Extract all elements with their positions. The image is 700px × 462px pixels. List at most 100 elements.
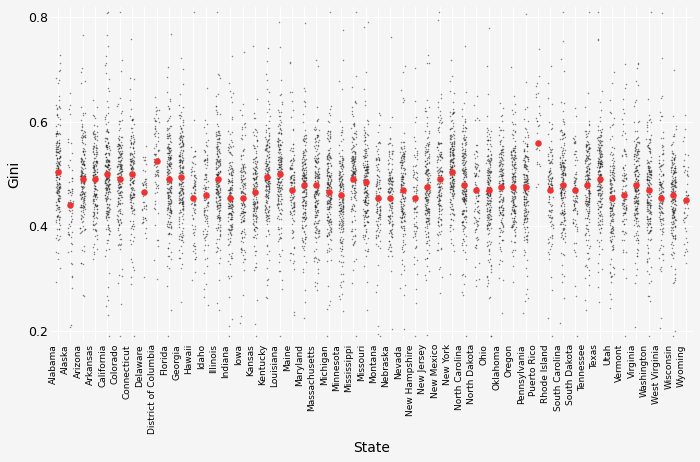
Point (91, 245, 102, 253)
Point (362, 207, 373, 214)
Point (103, 204, 114, 211)
Point (667, 133, 678, 140)
Point (508, 180, 519, 188)
Point (469, 159, 480, 167)
Point (596, 266, 608, 273)
Point (324, 182, 335, 189)
Point (336, 211, 347, 218)
Point (188, 228, 199, 236)
Point (494, 158, 505, 165)
Point (274, 148, 286, 156)
Point (336, 177, 347, 185)
Point (446, 161, 457, 169)
Point (482, 136, 493, 144)
Point (225, 194, 236, 201)
Point (100, 113, 111, 121)
Point (100, 166, 111, 173)
Point (141, 234, 152, 242)
Point (90, 200, 101, 207)
Point (88, 222, 99, 229)
Point (103, 172, 114, 179)
Point (148, 204, 160, 212)
Point (321, 184, 332, 191)
Point (617, 246, 628, 254)
Point (433, 182, 444, 190)
Point (288, 195, 299, 202)
Point (433, 228, 444, 236)
Point (91, 173, 102, 180)
Point (127, 186, 138, 194)
Point (164, 219, 175, 226)
Point (53, 197, 64, 205)
Point (444, 156, 455, 163)
Point (349, 142, 360, 150)
Point (629, 187, 641, 195)
Point (321, 159, 332, 166)
Point (54, 153, 65, 161)
Point (272, 129, 284, 136)
Point (520, 182, 531, 189)
Point (435, 201, 446, 209)
Point (506, 210, 517, 217)
Point (213, 127, 224, 134)
Point (188, 182, 199, 190)
Point (251, 193, 262, 201)
Point (125, 181, 136, 188)
Point (251, 197, 262, 204)
Point (395, 186, 407, 193)
Point (447, 167, 458, 175)
Point (360, 188, 372, 195)
Point (645, 215, 656, 223)
Point (546, 177, 557, 185)
Point (657, 210, 668, 217)
Point (199, 183, 210, 190)
Point (457, 157, 468, 164)
Point (457, 291, 468, 298)
Point (298, 201, 309, 208)
Point (632, 163, 643, 170)
Point (251, 153, 262, 160)
Point (654, 116, 666, 124)
Point (361, 164, 372, 171)
Point (362, 191, 373, 199)
Point (398, 97, 409, 104)
Point (374, 204, 386, 211)
Point (78, 147, 89, 155)
Point (483, 186, 494, 194)
Point (234, 184, 246, 192)
Point (483, 157, 494, 164)
Point (214, 277, 225, 284)
Point (370, 181, 382, 188)
Point (653, 190, 664, 198)
Point (555, 188, 566, 195)
Point (608, 196, 619, 204)
Point (264, 185, 275, 193)
Point (546, 217, 557, 225)
Point (237, 207, 248, 215)
Point (335, 163, 346, 170)
Point (272, 176, 284, 183)
Point (140, 168, 151, 175)
Point (424, 171, 435, 178)
Point (360, 149, 372, 157)
Point (433, 265, 444, 273)
Point (248, 169, 259, 176)
Point (298, 164, 309, 172)
Point (113, 144, 125, 151)
Point (76, 183, 88, 191)
Point (509, 208, 520, 215)
Point (273, 143, 284, 151)
Point (235, 244, 246, 251)
Point (213, 201, 224, 208)
Point (213, 205, 224, 212)
Point (78, 161, 90, 169)
Point (447, 182, 458, 189)
Point (335, 193, 346, 200)
Point (446, 215, 457, 222)
Point (272, 172, 284, 180)
Point (285, 156, 296, 164)
Point (137, 181, 148, 188)
Point (606, 272, 617, 280)
Point (645, 8, 657, 16)
Point (656, 150, 667, 158)
